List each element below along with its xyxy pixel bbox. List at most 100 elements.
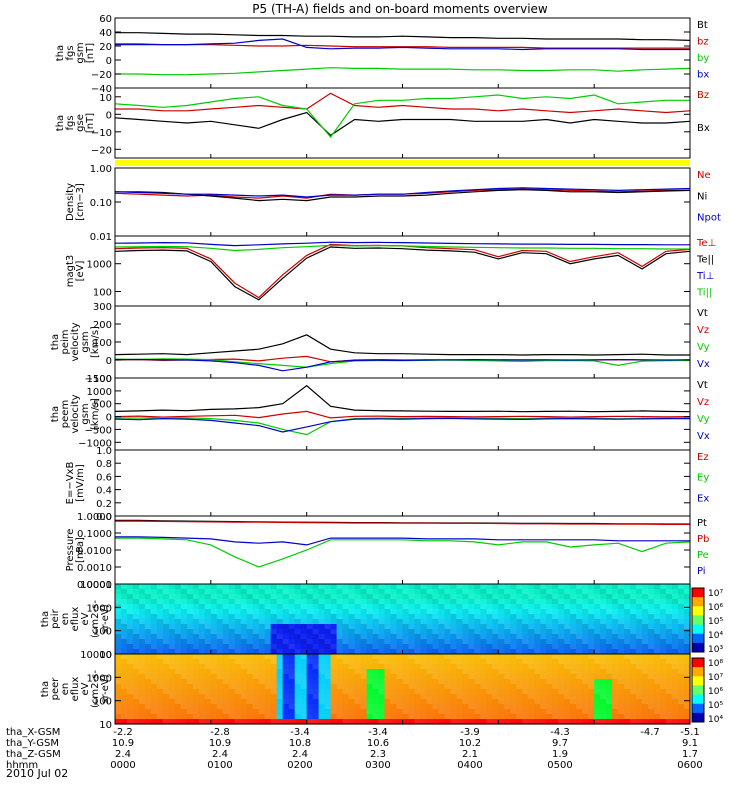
series-line-0 xyxy=(115,32,691,41)
y-tick-label: 40 xyxy=(99,28,112,39)
y-tick-label: −10 xyxy=(91,128,112,139)
colorbar-label: 10⁴ xyxy=(708,631,723,641)
legend-entry: Vy xyxy=(697,414,710,425)
colorbar-label: 10⁶ xyxy=(708,687,723,697)
y-tick-label: 0.4 xyxy=(96,486,112,497)
y-tick-label: 10000 xyxy=(80,580,112,591)
legend-entry: bz xyxy=(697,37,709,48)
panel-7: Pt Pb Pe Pi 1.0000 0.1000 0.0100 0.0010 0.0001Pr… xyxy=(65,512,709,591)
y-axis-label: (cm2-s- xyxy=(90,600,101,638)
ephemeris-value: -4.7 xyxy=(640,727,660,738)
y-axis-label: Density xyxy=(65,183,76,221)
legend-entry: Vx xyxy=(697,431,710,442)
series-line-2 xyxy=(115,67,691,76)
y-tick-label: 500 xyxy=(93,400,112,411)
ephemeris-value: 2.4 xyxy=(115,749,131,760)
legend-entry: Bt xyxy=(697,20,708,31)
y-tick-label: 0.01 xyxy=(90,232,112,243)
legend-entry: bx xyxy=(697,70,709,81)
legend-entry: Vt xyxy=(697,380,708,391)
ephemeris-value: 9.1 xyxy=(682,738,698,749)
colorbar-label: 10⁷ xyxy=(708,589,723,599)
legend-entry: Ey xyxy=(697,473,709,484)
panel-5: Vt Vz Vy Vx 1500 1000 500 0−500 −1000 tha peem velo… xyxy=(50,374,710,451)
y-tick-label: 10 xyxy=(99,720,112,731)
y-axis-label: peem xyxy=(60,400,71,428)
y-tick-label: 1000 xyxy=(87,260,112,271)
y-tick-label: 100 xyxy=(93,627,112,638)
ephemeris-value: 0500 xyxy=(547,760,572,771)
y-axis-label: fgs xyxy=(65,115,76,130)
y-tick-label: 0.1000 xyxy=(77,529,112,540)
y-axis-label: [km/s] xyxy=(90,398,101,430)
colorbar-segment xyxy=(692,685,704,695)
y-axis-label: sr-eV) xyxy=(100,604,111,633)
y-tick-label: 10 xyxy=(99,650,112,661)
y-tick-label: 200 xyxy=(93,320,112,331)
series-line-2 xyxy=(114,94,690,138)
y-tick-label: 100 xyxy=(93,338,112,349)
y-axis-label: tha xyxy=(50,334,61,350)
legend-entry: Bz xyxy=(697,90,709,101)
colorbar-frame xyxy=(691,657,705,723)
legend-entry: Ez xyxy=(697,452,709,463)
legend-entry: Vx xyxy=(697,359,710,370)
ephemeris-value: 10.6 xyxy=(367,738,389,749)
ephemeris-value: 0600 xyxy=(677,760,702,771)
ephemeris-value: 0300 xyxy=(365,760,390,771)
colorbar-segment xyxy=(692,588,704,598)
y-tick-label: 1.0 xyxy=(96,446,112,457)
y-tick-label: 0.8 xyxy=(96,459,112,470)
legend-entry: Pt xyxy=(697,518,707,529)
data-gap-bar xyxy=(115,160,690,166)
y-tick-label: 1000 xyxy=(87,387,112,398)
ephemeris-value: 10.9 xyxy=(209,738,231,749)
legend-entry: Pb xyxy=(697,534,709,545)
ephemeris-value: 10.9 xyxy=(112,738,134,749)
y-axis-label: tha xyxy=(40,611,51,627)
y-axis-label: en xyxy=(60,683,71,696)
y-axis-label: gsm xyxy=(80,403,91,424)
legend-entry: Te⊥ xyxy=(696,238,716,249)
y-tick-label: 10 xyxy=(99,93,112,104)
y-axis-label: gsm xyxy=(80,331,91,352)
y-axis-label: fgs xyxy=(65,45,76,60)
y-tick-label: 10000 xyxy=(80,650,112,661)
panel-4: Vt Vz Vy Vx 300 200 100 0 −100 tha peim velocity gsm… xyxy=(50,302,710,385)
ephemeris-value: 2.4 xyxy=(292,749,308,760)
y-axis-label: velocity xyxy=(70,394,81,433)
series-line-0 xyxy=(114,334,690,356)
y-tick-label: 1500 xyxy=(87,374,112,385)
legend-entry: Pe xyxy=(697,550,709,561)
ephemeris-row-label: tha_Y-GSM xyxy=(6,738,59,749)
colorbar-segment xyxy=(692,694,704,705)
ephemeris-value: 0100 xyxy=(207,760,232,771)
colorbar-segment xyxy=(692,658,704,668)
colorbar-segment xyxy=(692,633,704,644)
ephemeris-row-label: tha_Z-GSM xyxy=(6,749,61,760)
series-line-3 xyxy=(115,38,690,51)
ephemeris-value: 2.4 xyxy=(212,749,228,760)
y-axis-label: peer xyxy=(50,677,61,701)
y-axis-label: en xyxy=(60,613,71,626)
y-axis-label: [nPa] xyxy=(75,537,86,563)
panel-9: 10⁸ 10⁷ 10⁶ 10⁵ 10⁴ 10000 1000 100 10 tha peer en ef… xyxy=(40,650,723,731)
series-line-1 xyxy=(114,246,691,301)
y-tick-label: 20 xyxy=(99,42,112,53)
y-axis-label: gse xyxy=(75,114,86,132)
ephemeris-value: 1.7 xyxy=(682,749,698,760)
y-tick-label: −1000 xyxy=(78,438,112,449)
y-tick-label: 0 xyxy=(106,356,112,367)
ephemeris-value: 2.1 xyxy=(462,749,478,760)
y-axis-label: sr-eV) xyxy=(100,674,111,703)
series-line-3 xyxy=(114,417,690,433)
colorbar-label: 10⁵ xyxy=(708,701,723,711)
legend-entry: Pi xyxy=(697,566,706,577)
legend-entry: Ni xyxy=(697,191,707,202)
ephemeris-value: -3.4 xyxy=(290,727,310,738)
y-tick-label: 0.10 xyxy=(90,198,112,209)
colorbar-segment xyxy=(692,703,704,714)
ephemeris-value: -5.1 xyxy=(680,727,700,738)
y-axis-label: tha xyxy=(40,681,51,697)
ephemeris-value: 2.3 xyxy=(370,749,386,760)
